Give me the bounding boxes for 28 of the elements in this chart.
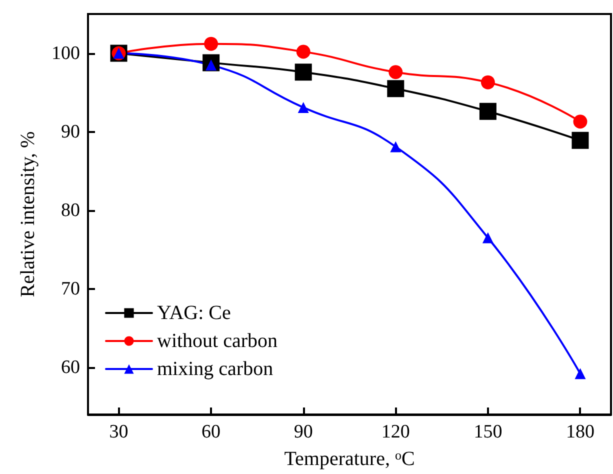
point [294, 64, 312, 81]
x-tick-label: 60 [202, 422, 221, 442]
y-tick-label: 70 [61, 278, 80, 300]
point [298, 102, 309, 113]
point [574, 368, 586, 380]
x-tick-label: 180 [566, 422, 594, 442]
point [479, 102, 496, 120]
x-tick-label: 30 [109, 422, 128, 442]
y-tick-label: 80 [61, 200, 80, 221]
y-tick-label: 100 [52, 42, 80, 64]
legend-label: YAG: Ce [157, 302, 232, 324]
point [480, 75, 495, 90]
point [296, 44, 310, 59]
point [572, 132, 589, 149]
point [388, 65, 403, 80]
y-axis-title: Relative intensity, % [17, 131, 39, 298]
point [482, 232, 494, 244]
point [387, 80, 404, 98]
x-tick-label: 150 [474, 422, 502, 442]
x-tick-label: 120 [381, 422, 410, 442]
x-tick-label: 90 [294, 422, 313, 442]
legend-label: mixing carbon [157, 358, 274, 380]
point [390, 141, 402, 152]
y-tick-label: 60 [61, 356, 80, 378]
y-tick-label: 90 [61, 121, 80, 142]
point [573, 114, 588, 129]
point [204, 36, 218, 51]
legend-label: without carbon [157, 330, 278, 352]
